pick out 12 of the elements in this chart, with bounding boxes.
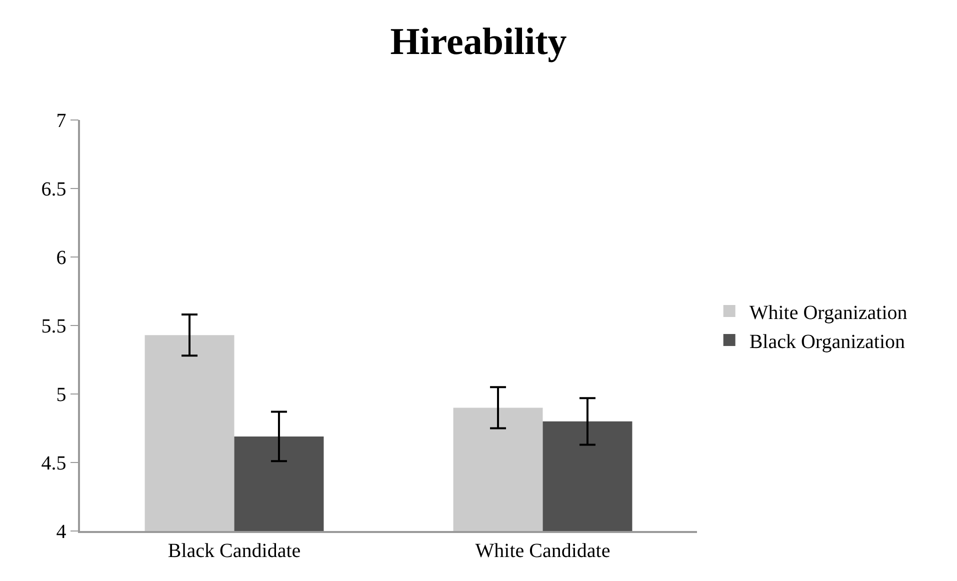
- y-tick-label: 6.5: [41, 178, 66, 200]
- legend-label: White Organization: [749, 302, 908, 324]
- legend-label: Black Organization: [749, 330, 906, 353]
- y-tick-label: 5.5: [41, 316, 66, 338]
- y-tick-label: 4.5: [41, 452, 66, 474]
- x-tick-label: White Candidate: [475, 540, 610, 562]
- y-tick-label: 7: [56, 110, 66, 132]
- chart-title: Hireability: [390, 20, 567, 63]
- x-tick-label: Black Candidate: [168, 540, 301, 562]
- y-tick-label: 5: [56, 384, 66, 406]
- y-tick-label: 4: [56, 521, 66, 543]
- y-tick-label: 6: [56, 247, 66, 269]
